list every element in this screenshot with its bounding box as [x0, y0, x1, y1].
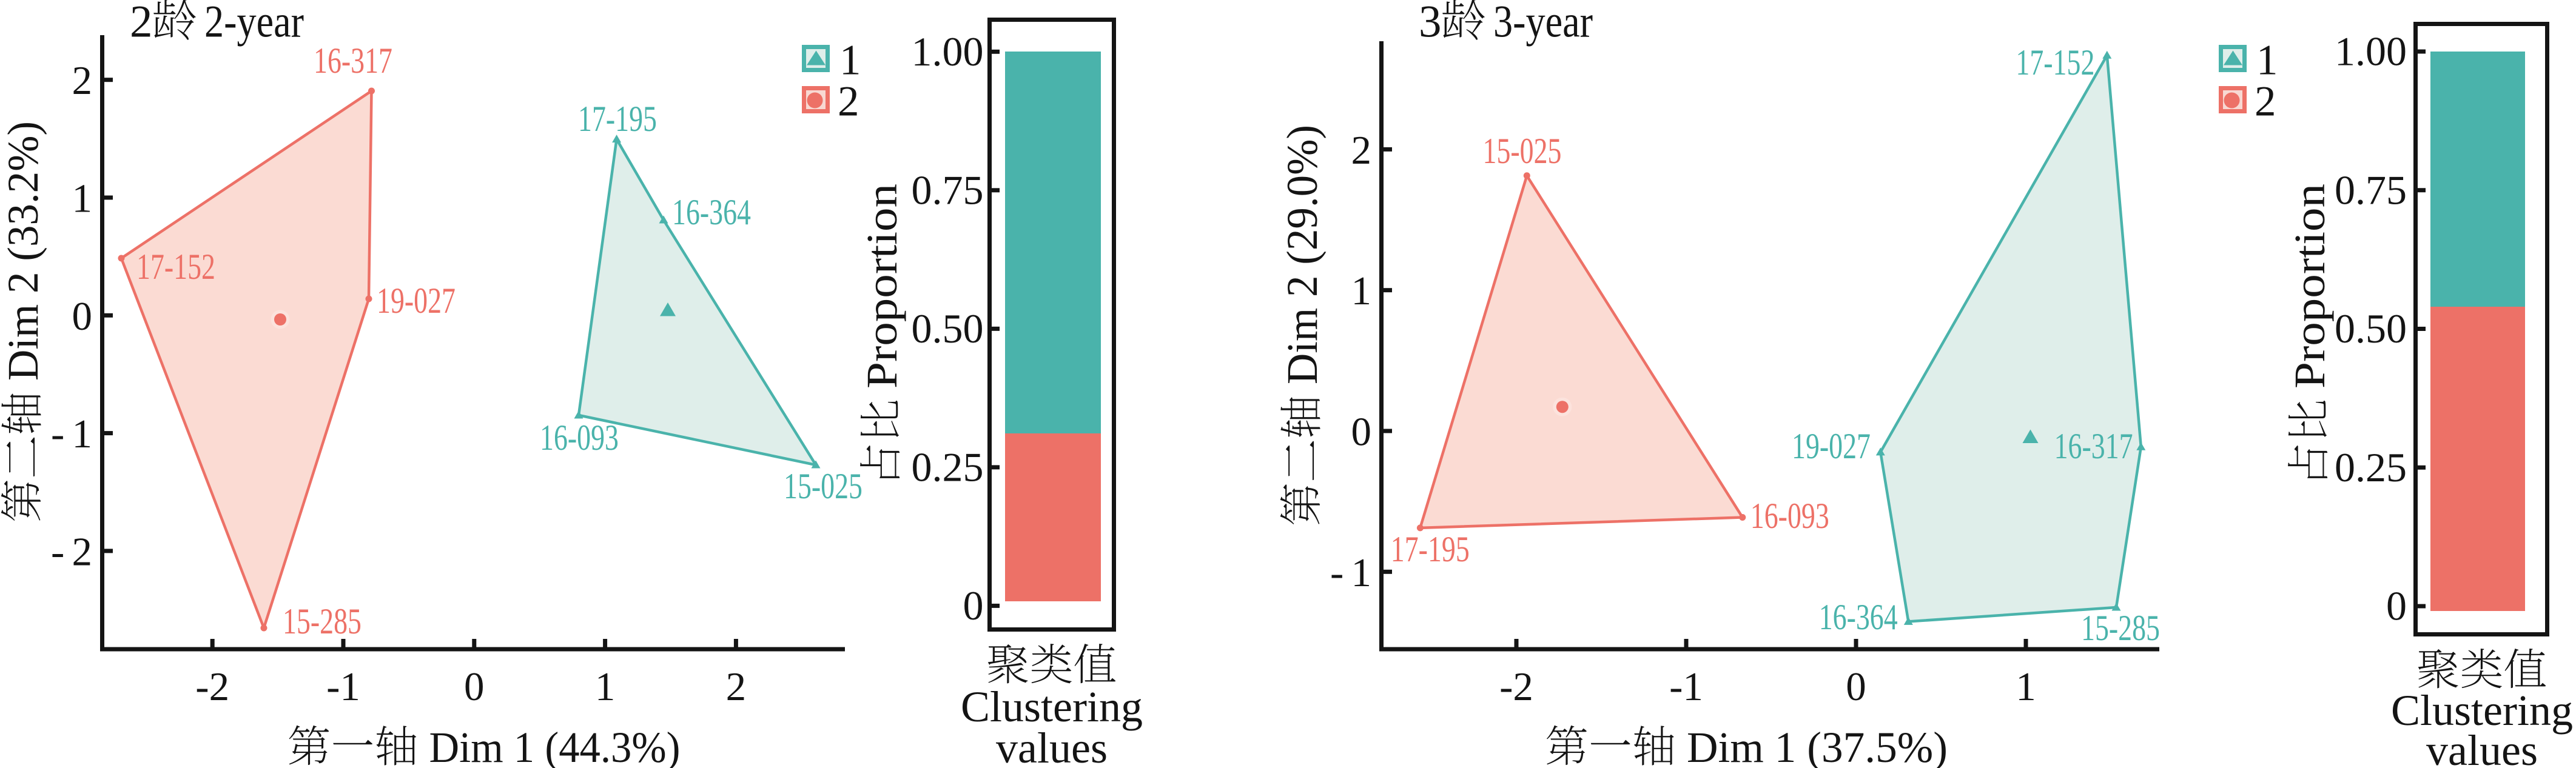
svg-text:1.00: 1.00 — [912, 28, 984, 75]
svg-text:1: 1 — [2256, 36, 2278, 84]
svg-text:17-152: 17-152 — [136, 247, 215, 287]
svg-text:-2: -2 — [51, 529, 92, 574]
svg-text:0: 0 — [464, 664, 485, 709]
svg-text:1: 1 — [2016, 664, 2036, 709]
svg-text:0.75: 0.75 — [912, 167, 984, 213]
svg-text:2: 2 — [838, 78, 859, 125]
svg-text:2: 2 — [726, 664, 747, 709]
svg-text:values: values — [2426, 726, 2538, 768]
svg-text:1.00: 1.00 — [2335, 28, 2407, 75]
svg-text:16-093: 16-093 — [540, 418, 619, 458]
svg-text:16-093: 16-093 — [1750, 496, 1829, 536]
svg-text:-1: -1 — [1669, 664, 1703, 709]
svg-text:16-317: 16-317 — [2054, 426, 2133, 466]
svg-text:15-285: 15-285 — [283, 601, 362, 641]
svg-text:1: 1 — [1351, 269, 1372, 313]
svg-text:2-year: 2-year — [204, 0, 304, 47]
svg-text:values: values — [996, 724, 1108, 768]
svg-text:3: 3 — [1419, 0, 1442, 47]
svg-text:2: 2 — [2255, 78, 2276, 125]
svg-text:3-year: 3-year — [1493, 0, 1593, 47]
svg-text:15-025: 15-025 — [784, 466, 863, 506]
svg-text:17-195: 17-195 — [578, 99, 657, 139]
svg-text:0: 0 — [2386, 583, 2407, 629]
svg-text:0.25: 0.25 — [912, 444, 984, 490]
svg-text:0.50: 0.50 — [912, 306, 984, 352]
svg-text:19-027: 19-027 — [377, 281, 456, 321]
svg-text:-2: -2 — [195, 664, 229, 709]
svg-text:0.75: 0.75 — [2335, 167, 2407, 213]
svg-text:0.50: 0.50 — [2335, 306, 2407, 352]
svg-text:Clustering: Clustering — [961, 683, 1143, 731]
svg-text:Dim 1 (37.5%): Dim 1 (37.5%) — [1687, 723, 1948, 768]
svg-text:16-364: 16-364 — [672, 192, 751, 232]
svg-text:0: 0 — [1846, 664, 1866, 709]
svg-text:Dim 2 (29.0%): Dim 2 (29.0%) — [1278, 125, 1327, 384]
svg-text:15-025: 15-025 — [1483, 131, 1562, 171]
svg-text:16-317: 16-317 — [314, 41, 392, 81]
svg-text:-1: -1 — [1330, 550, 1371, 595]
svg-text:Dim 1 (44.3%): Dim 1 (44.3%) — [429, 723, 681, 768]
svg-text:2: 2 — [72, 58, 93, 103]
svg-text:0: 0 — [1351, 410, 1372, 455]
svg-text:0: 0 — [72, 294, 93, 339]
svg-text:0: 0 — [963, 583, 984, 629]
svg-text:0.25: 0.25 — [2335, 444, 2407, 490]
svg-text:1: 1 — [595, 664, 616, 709]
svg-text:1: 1 — [72, 176, 93, 221]
svg-text:-1: -1 — [326, 664, 360, 709]
svg-text:19-027: 19-027 — [1792, 426, 1871, 466]
svg-text:Proportion: Proportion — [858, 184, 906, 389]
svg-text:1: 1 — [839, 36, 861, 84]
svg-text:17-195: 17-195 — [1391, 529, 1470, 569]
svg-text:2: 2 — [1351, 128, 1372, 173]
svg-text:Proportion: Proportion — [2285, 184, 2334, 389]
svg-text:Clustering: Clustering — [2391, 686, 2573, 735]
svg-text:16-364: 16-364 — [1819, 597, 1898, 637]
svg-text:-1: -1 — [51, 412, 92, 456]
svg-text:15-285: 15-285 — [2081, 608, 2160, 648]
svg-text:Dim 2 (33.2%): Dim 2 (33.2%) — [0, 121, 47, 381]
svg-text:2: 2 — [130, 0, 153, 47]
svg-text:-2: -2 — [1499, 664, 1533, 709]
svg-text:17-152: 17-152 — [2016, 42, 2094, 82]
